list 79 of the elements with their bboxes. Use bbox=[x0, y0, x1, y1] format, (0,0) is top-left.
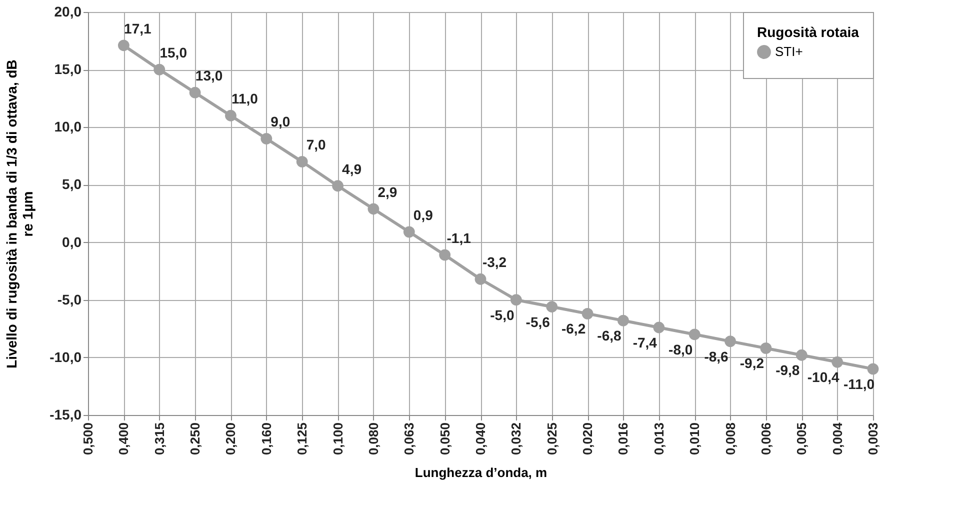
point bbox=[653, 322, 665, 334]
x-tick-label: 0,080 bbox=[366, 422, 381, 456]
data-label: 0,9 bbox=[413, 206, 434, 223]
x-tick-label: 0,125 bbox=[294, 422, 310, 456]
x-tick-label: 0,010 bbox=[687, 422, 702, 456]
x-tick-label: 0,050 bbox=[437, 422, 452, 456]
point bbox=[618, 314, 629, 326]
point bbox=[154, 64, 166, 76]
point bbox=[332, 180, 344, 192]
x-tick-label: 0,006 bbox=[758, 422, 774, 456]
x-tick-label: 0,200 bbox=[223, 422, 238, 456]
x-tick-label: 0,315 bbox=[152, 422, 167, 456]
y-tick-label: -15,0 bbox=[50, 406, 82, 422]
y-tick-label: -5,0 bbox=[57, 291, 82, 308]
legend-label: STI+ bbox=[775, 44, 803, 59]
data-label: -9,8 bbox=[776, 362, 800, 378]
data-label: 17,1 bbox=[124, 20, 152, 36]
point bbox=[796, 349, 808, 361]
x-tick-label: 0,400 bbox=[116, 422, 132, 456]
x-tick-label: 0,032 bbox=[508, 422, 524, 456]
x-tick-label: 0,005 bbox=[794, 422, 810, 456]
point bbox=[760, 342, 772, 354]
point bbox=[403, 226, 415, 238]
point bbox=[582, 308, 594, 320]
x-tick-label: 0,016 bbox=[616, 422, 631, 456]
point bbox=[118, 40, 130, 52]
x-tick-label: 0,250 bbox=[188, 422, 203, 456]
point bbox=[867, 363, 879, 375]
y-tick-label: 5,0 bbox=[62, 176, 82, 192]
y-tick-label: 15,0 bbox=[54, 61, 82, 78]
x-tick-label: 0,063 bbox=[402, 422, 417, 456]
point bbox=[260, 132, 272, 144]
y-axis-title: Livello di rugosità in banda di 1/3 di ottava, dB re 1µm bbox=[4, 60, 36, 368]
data-label: -1,1 bbox=[446, 230, 472, 246]
x-tick-label: 0,020 bbox=[580, 422, 596, 456]
x-tick-label: 0,013 bbox=[651, 422, 666, 456]
point bbox=[225, 110, 236, 122]
x-tick-label: 0,500 bbox=[80, 422, 96, 456]
data-label: 15,0 bbox=[160, 44, 188, 61]
point bbox=[368, 203, 380, 215]
y-tick-label: -10,0 bbox=[50, 348, 82, 365]
data-label: -11,0 bbox=[843, 376, 875, 392]
data-label: -9,2 bbox=[740, 355, 764, 372]
point bbox=[724, 336, 736, 347]
legend-title: Rugosità rotaia bbox=[757, 24, 860, 40]
x-tick-label: 0,004 bbox=[830, 422, 845, 456]
point bbox=[832, 356, 844, 368]
data-label: 4,9 bbox=[342, 160, 362, 177]
data-label: -6,2 bbox=[561, 320, 586, 337]
data-label: 7,0 bbox=[306, 136, 326, 153]
data-label: 11,0 bbox=[231, 90, 258, 107]
data-label: -6,8 bbox=[597, 328, 622, 344]
data-label: -3,2 bbox=[482, 254, 507, 270]
data-label: -7,4 bbox=[632, 334, 658, 350]
point bbox=[189, 86, 201, 98]
data-label: 13,0 bbox=[195, 68, 223, 84]
point bbox=[510, 294, 522, 306]
point bbox=[439, 249, 451, 261]
data-label: -5,0 bbox=[490, 306, 514, 323]
data-label: 2,9 bbox=[378, 184, 398, 200]
x-tick-label: 0,160 bbox=[258, 422, 274, 456]
data-label: -8,6 bbox=[704, 348, 729, 364]
point bbox=[546, 301, 558, 312]
point bbox=[296, 156, 308, 168]
data-label: -5,6 bbox=[526, 314, 550, 330]
y-tick-label: 10,0 bbox=[54, 118, 82, 135]
x-tick-label: 0,008 bbox=[722, 422, 738, 456]
x-axis-title: Lunghezza d’onda, m bbox=[414, 465, 548, 480]
data-label: 9,0 bbox=[270, 114, 290, 130]
x-tick-label: 0,100 bbox=[330, 422, 346, 456]
point bbox=[688, 328, 700, 340]
x-tick-label: 0,040 bbox=[473, 422, 488, 456]
y-tick-label: 0,0 bbox=[62, 234, 82, 250]
x-tick-label: 0,003 bbox=[866, 422, 880, 456]
y-tick-label: 20,0 bbox=[54, 4, 82, 20]
data-label: -10,4 bbox=[807, 369, 840, 386]
data-label: -8,0 bbox=[668, 341, 693, 358]
x-tick-label: 0,025 bbox=[544, 422, 560, 456]
point bbox=[474, 273, 486, 285]
